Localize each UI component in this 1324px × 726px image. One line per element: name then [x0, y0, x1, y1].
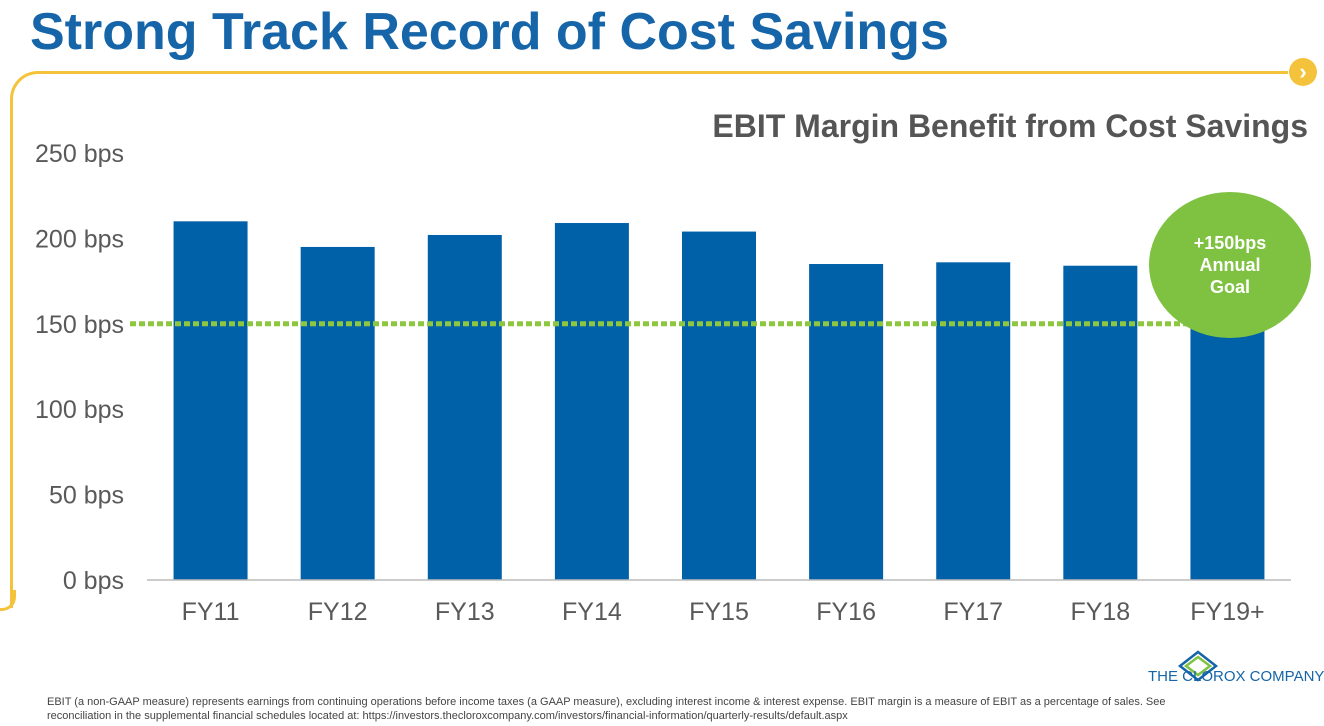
annual-goal-badge: +150bps Annual Goal: [1149, 192, 1311, 338]
frame-corner-bottom: [0, 590, 16, 611]
chart-title: EBIT Margin Benefit from Cost Savings: [712, 108, 1308, 144]
x-tick-label: FY17: [943, 598, 1003, 626]
clorox-logo: THE CLOROX COMPANY: [1148, 650, 1324, 690]
bar-fy15: [682, 231, 756, 580]
x-tick-label: FY11: [182, 598, 240, 626]
y-tick-label: 150 bps: [35, 311, 124, 339]
y-tick-label: 50 bps: [49, 482, 124, 510]
bar-fy11: [173, 221, 248, 580]
bar-fy19: [1190, 323, 1265, 580]
footnote: EBIT (a non-GAAP measure) represents ear…: [47, 696, 1166, 722]
y-tick-label: 250 bps: [35, 140, 124, 168]
x-tick-label: FY16: [816, 598, 876, 626]
y-tick-label: 200 bps: [35, 225, 124, 253]
bars: [173, 221, 1265, 580]
y-axis-ticks: 0 bps 50 bps 100 bps 150 bps 200 bps 250 bps: [35, 140, 124, 595]
badge-line-1: +150bps: [1193, 233, 1267, 253]
y-tick-label: 0 bps: [63, 567, 124, 595]
frame-corner: [10, 71, 43, 104]
bar-fy12: [300, 246, 375, 580]
badge-line-3: Goal: [1209, 277, 1250, 297]
clorox-diamond-icon: [1177, 650, 1219, 682]
x-tick-label: FY18: [1070, 598, 1130, 626]
frame-top-line: [38, 71, 1288, 74]
badge-line-2: Annual: [1199, 255, 1261, 275]
frame-left-line: [10, 98, 13, 608]
bar-fy16: [809, 264, 884, 580]
x-tick-label: FY14: [562, 598, 622, 626]
x-tick-label: FY13: [435, 598, 495, 626]
x-axis-ticks: FY11 FY12 FY13 FY14 FY15 FY16 FY17 FY18 FY19+: [182, 598, 1265, 626]
y-tick-label: 100 bps: [35, 396, 124, 424]
bar-fy13: [427, 234, 502, 580]
bar-fy14: [554, 223, 629, 580]
x-tick-label: FY15: [689, 598, 749, 626]
x-tick-label: FY19+: [1190, 598, 1264, 626]
chevron-right-icon[interactable]: ›: [1289, 58, 1317, 86]
logo-text: THE CLOROX COMPANY: [1148, 668, 1324, 685]
bar-fy18: [1063, 265, 1138, 580]
slide-title: Strong Track Record of Cost Savings: [30, 3, 949, 61]
bar-fy17: [936, 262, 1011, 580]
x-tick-label: FY12: [308, 598, 368, 626]
